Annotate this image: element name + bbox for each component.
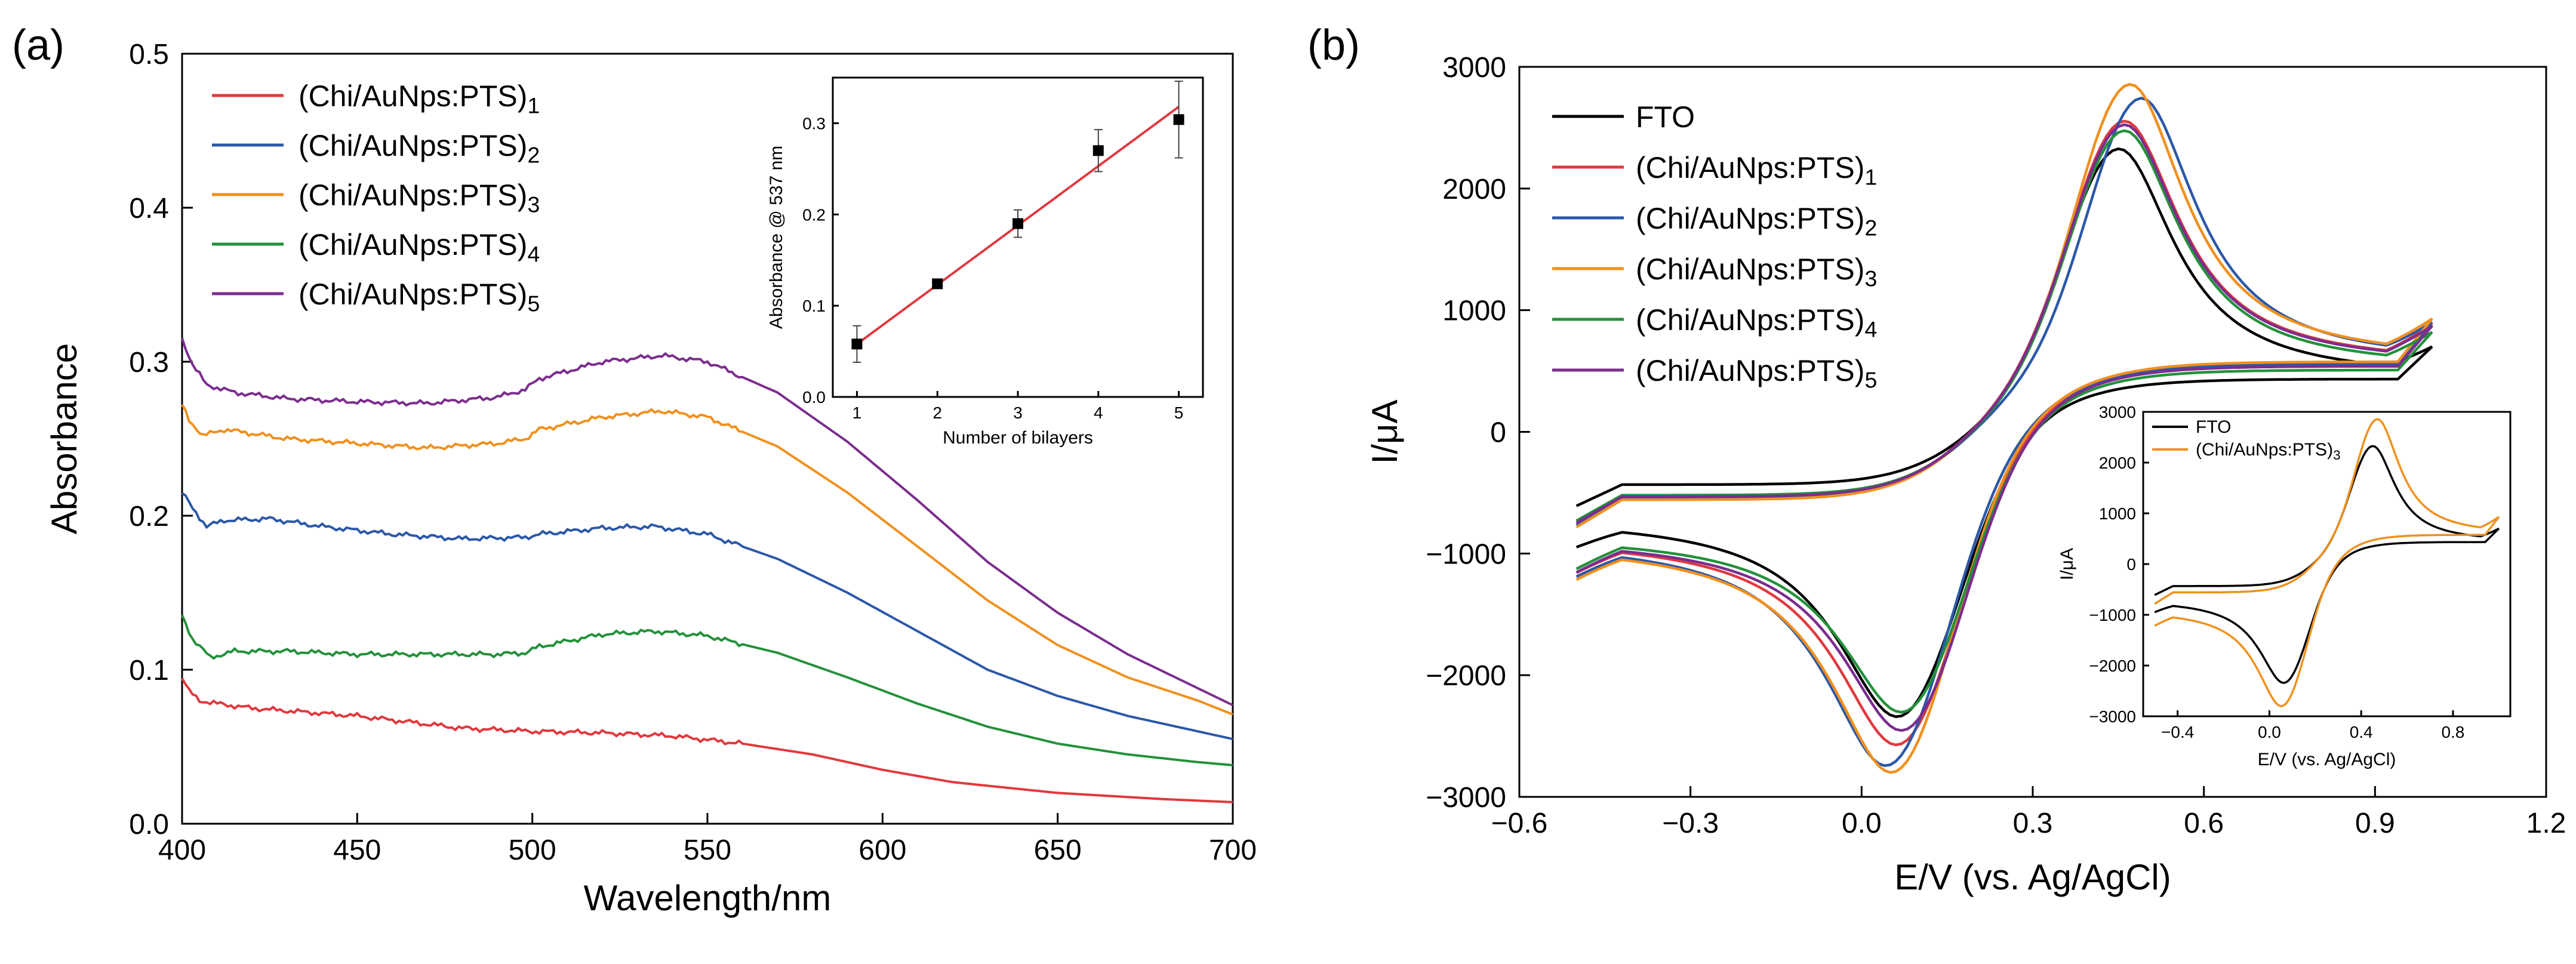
panel-a-label: (a)	[12, 21, 64, 69]
x-tick-label: 550	[684, 834, 731, 866]
y-tick-label: 3000	[1442, 52, 1506, 84]
inset-y-tick-label: 0	[2126, 555, 2136, 574]
y-axis-label: I/μA	[1365, 400, 1405, 464]
y-tick-label: 0.0	[129, 809, 169, 840]
inset-data-point	[1173, 114, 1184, 125]
x-tick-label: 1.2	[2526, 808, 2566, 839]
y-tick-label: 0.4	[129, 193, 169, 224]
cv-curve-5	[1575, 123, 2433, 732]
inset-x-tick-label: 0.0	[2258, 723, 2281, 741]
inset-data-point	[1092, 145, 1104, 156]
inset-cv-curve-1	[2154, 418, 2500, 707]
x-axis-label: Wavelength/nm	[584, 878, 832, 918]
inset-legend-label-0: FTO	[2196, 417, 2231, 437]
inset-y-tick-label: 2000	[2099, 454, 2136, 472]
inset-x-axis-label: E/V (vs. Ag/AgCl)	[2258, 750, 2396, 769]
inset-y-axis-label: Absorbance @ 537 nm	[767, 146, 786, 329]
inset-x-tick-label: 0.4	[2350, 723, 2373, 741]
inset-y-tick-label: −3000	[2089, 707, 2136, 726]
spectrum-line-4	[181, 614, 1233, 766]
y-tick-label: 0.1	[129, 655, 169, 686]
inset-y-tick-label: 0.0	[802, 388, 826, 406]
legend-label-4: (Chi/AuNps:PTS)4	[298, 228, 540, 266]
inset-data-point	[1012, 218, 1023, 229]
x-tick-label: 400	[158, 834, 206, 866]
inset-x-tick-label: 2	[932, 404, 942, 422]
inset-y-tick-label: 3000	[2099, 403, 2136, 421]
inset-y-tick-label: −1000	[2089, 606, 2136, 624]
x-tick-label: 0.3	[2013, 808, 2053, 839]
x-tick-label: 500	[509, 834, 556, 866]
cv-curve-3	[1575, 82, 2433, 774]
legend-label-1: (Chi/AuNps:PTS)1	[298, 79, 540, 118]
legend-label-2: (Chi/AuNps:PTS)2	[298, 129, 540, 167]
inset-x-tick-label: −0.4	[2161, 723, 2194, 741]
legend-label-b-3: (Chi/AuNps:PTS)3	[1636, 252, 1877, 291]
cv-curve-0	[1575, 147, 2433, 718]
y-tick-label: 0	[1490, 417, 1506, 449]
legend-label-b-2: (Chi/AuNps:PTS)2	[1636, 202, 1877, 240]
y-tick-label: −3000	[1426, 782, 1506, 814]
spectrum-line-1	[181, 677, 1233, 803]
inset-x-axis-label: Number of bilayers	[943, 428, 1093, 448]
y-tick-label: 0.2	[129, 501, 169, 532]
x-tick-label: 0.0	[1842, 808, 1882, 839]
panel-a-chart: 400 450 500 550 600 650 700 0.0 0.1 0.2 0.3 0.4 0.5 W…	[44, 39, 1257, 918]
spectrum-line-2	[181, 492, 1233, 741]
inset-cv-curve-0	[2154, 445, 2500, 684]
legend-label-b-0: FTO	[1636, 100, 1695, 134]
x-axis-label: E/V (vs. Ag/AgCl)	[1894, 857, 2171, 897]
inset-y-tick-label: 0.1	[802, 297, 826, 315]
legend-label-b-5: (Chi/AuNps:PTS)5	[1636, 354, 1877, 392]
y-tick-label: −1000	[1426, 538, 1506, 570]
x-tick-label: −0.6	[1491, 808, 1548, 839]
inset-x-tick-label: 1	[852, 404, 862, 422]
x-tick-label: 600	[858, 834, 906, 866]
inset-x-tick-label: 4	[1094, 404, 1103, 422]
legend-label-3: (Chi/AuNps:PTS)3	[298, 178, 540, 217]
y-tick-label: 0.3	[129, 347, 169, 378]
panel-b-label: (b)	[1307, 21, 1360, 69]
inset-legend-label-1: (Chi/AuNps:PTS)3	[2196, 440, 2341, 463]
x-tick-label: 450	[333, 834, 381, 866]
inset-x-tick-label: 5	[1174, 404, 1184, 422]
inset-y-tick-label: 1000	[2099, 504, 2136, 523]
legend-label-b-1: (Chi/AuNps:PTS)1	[1636, 151, 1877, 189]
legend-label-b-4: (Chi/AuNps:PTS)4	[1636, 303, 1877, 341]
spectrum-line-3	[181, 404, 1233, 716]
y-tick-label: 1000	[1442, 295, 1506, 327]
x-tick-label: 0.9	[2355, 808, 2395, 839]
y-axis-label: Absorbance	[44, 343, 84, 534]
spectrum-line-5	[181, 337, 1233, 707]
x-tick-label: 700	[1209, 834, 1257, 866]
panel-b-chart: −0.6 −0.3 0.0 0.3 0.6 0.9 1.2 −3000 −2000 −1000 0 1…	[1365, 52, 2566, 897]
x-tick-label: −0.3	[1662, 808, 1719, 839]
inset-data-point	[932, 278, 943, 289]
legend-label-5: (Chi/AuNps:PTS)5	[298, 278, 540, 316]
y-tick-label: 2000	[1442, 174, 1506, 205]
y-tick-label: 0.5	[129, 39, 169, 70]
inset-x-tick-label: 3	[1013, 404, 1023, 422]
inset-y-tick-label: 0.2	[802, 205, 826, 224]
inset-y-tick-label: −2000	[2089, 657, 2136, 675]
x-tick-label: 0.6	[2184, 808, 2224, 839]
inset-y-tick-label: 0.3	[802, 114, 826, 133]
inset-y-axis-label: I/μA	[2057, 548, 2077, 580]
x-tick-label: 650	[1034, 834, 1082, 866]
inset-data-point	[851, 338, 863, 350]
y-tick-label: −2000	[1426, 660, 1506, 692]
inset-x-tick-label: 0.8	[2441, 723, 2464, 741]
